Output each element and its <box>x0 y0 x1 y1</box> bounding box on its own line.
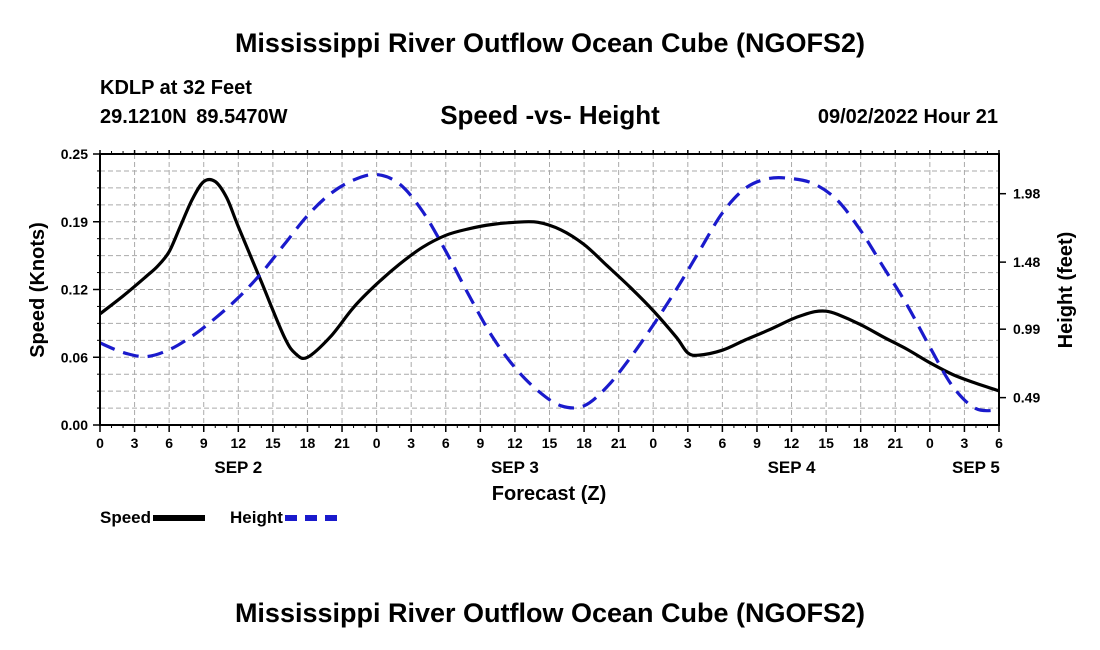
x-tick-label: 21 <box>887 435 903 451</box>
day-label: SEP 3 <box>491 458 539 477</box>
plot-frame <box>93 150 1006 432</box>
legend-speed-label: Speed <box>100 508 152 527</box>
day-label: SEP 2 <box>214 458 262 477</box>
y-left-tick-label: 0.25 <box>61 146 88 162</box>
x-tick-label: 6 <box>995 435 1003 451</box>
x-tick-label: 15 <box>265 435 281 451</box>
forecast-datetime: 09/02/2022 Hour 21 <box>817 106 998 128</box>
x-tick-label: 18 <box>853 435 869 451</box>
x-tick-label: 12 <box>784 435 800 451</box>
station-name: KDLP at 32 Feet <box>100 77 252 99</box>
y-right-tick-label: 0.49 <box>1013 390 1040 406</box>
plot-border <box>99 153 1000 426</box>
footer-title: Mississippi River Outflow Ocean Cube (NG… <box>234 598 866 628</box>
x-tick-label: 3 <box>131 435 139 451</box>
y-axis-right-title: Height (feet) <box>1055 232 1077 349</box>
x-tick-label: 9 <box>476 435 484 451</box>
x-tick-label: 18 <box>300 435 316 451</box>
x-tick-label: 12 <box>507 435 523 451</box>
axis-labels: 0 3 6 9 12 15 18 21 0 3 6 9 12 15 18 21 0 3 6 9 12 15 18 21 0 3 6 0… <box>61 146 1041 477</box>
main-title: Mississippi River Outflow Ocean Cube (NG… <box>234 28 866 58</box>
station-coordinates: 29.1210N 89.5470W <box>100 106 288 128</box>
x-tick-label: 6 <box>442 435 450 451</box>
legend-height-label: Height <box>230 508 283 527</box>
x-tick-label: 3 <box>684 435 692 451</box>
x-tick-label: 9 <box>753 435 761 451</box>
legend-height-swatch <box>284 515 337 521</box>
series-lines <box>99 172 1000 413</box>
height-series-line <box>99 172 1000 413</box>
y-left-tick-label: 0.00 <box>61 417 88 433</box>
y-right-tick-label: 0.99 <box>1013 321 1040 337</box>
y-right-tick-label: 1.48 <box>1013 254 1040 270</box>
x-tick-label: 15 <box>542 435 558 451</box>
legend-speed-swatch <box>153 515 206 521</box>
x-tick-label: 21 <box>334 435 350 451</box>
x-tick-label: 0 <box>649 435 657 451</box>
x-tick-label: 0 <box>926 435 934 451</box>
speed-series-line <box>99 177 1000 393</box>
y-right-tick-label: 1.98 <box>1013 186 1040 202</box>
y-left-tick-label: 0.12 <box>61 282 88 298</box>
y-left-tick-label: 0.06 <box>61 349 88 365</box>
x-tick-label: 18 <box>576 435 592 451</box>
x-tick-label: 3 <box>961 435 969 451</box>
legend-height: Height <box>230 508 337 528</box>
x-axis-title: Forecast (Z) <box>492 483 606 505</box>
x-tick-label: 6 <box>718 435 726 451</box>
x-tick-label: 0 <box>373 435 381 451</box>
x-tick-label: 3 <box>407 435 415 451</box>
y-axis-left-title: Speed (Knots) <box>27 222 49 358</box>
x-tick-label: 12 <box>231 435 247 451</box>
x-tick-label: 21 <box>611 435 627 451</box>
x-tick-label: 15 <box>818 435 834 451</box>
legend-speed: Speed <box>100 508 206 528</box>
day-label: SEP 4 <box>768 458 816 477</box>
grid <box>100 154 999 425</box>
x-tick-label: 0 <box>96 435 104 451</box>
x-tick-label: 6 <box>165 435 173 451</box>
chart-subtitle: Speed -vs- Height <box>440 100 660 130</box>
x-tick-label: 9 <box>200 435 208 451</box>
y-left-tick-label: 0.19 <box>61 214 88 230</box>
day-label: SEP 5 <box>952 458 1000 477</box>
